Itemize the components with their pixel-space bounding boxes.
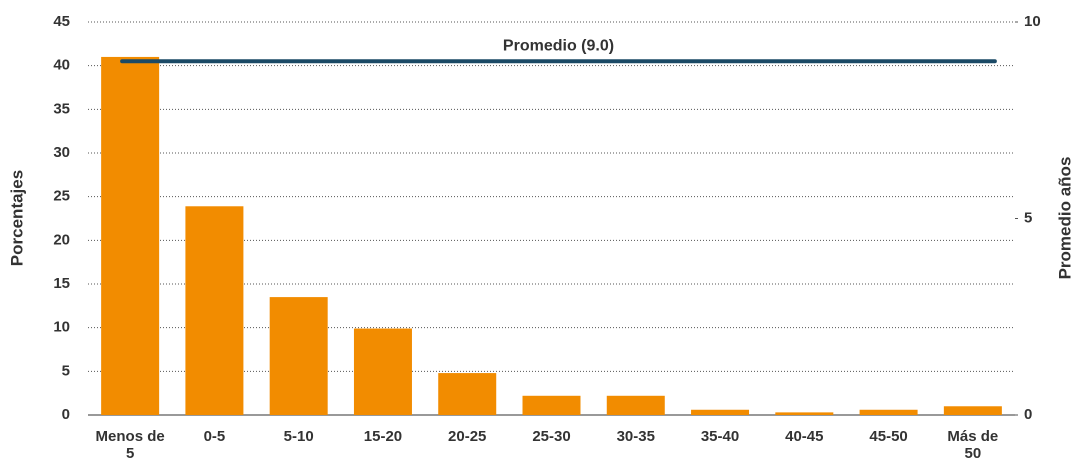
x-tick-label: Más de 50 bbox=[947, 428, 999, 462]
x-tick-label: 0-5 bbox=[203, 428, 226, 445]
bar bbox=[101, 56, 160, 415]
y-tick-label: 30 bbox=[53, 144, 70, 161]
y-tick-label: 10 bbox=[53, 319, 70, 336]
y2-tick-label: 0 bbox=[1024, 406, 1032, 423]
x-tick-label: 15-20 bbox=[363, 428, 403, 445]
bar bbox=[606, 395, 665, 415]
x-tick-label: 40-45 bbox=[785, 428, 824, 445]
bar bbox=[943, 406, 1002, 415]
bar bbox=[522, 395, 581, 415]
x-tick-label: 25-30 bbox=[532, 428, 571, 445]
y-tick-label: 40 bbox=[53, 57, 70, 74]
y-tick-label: 5 bbox=[62, 362, 70, 379]
x-tick-label: 5-10 bbox=[283, 428, 314, 445]
y-tick-label: 15 bbox=[53, 275, 70, 292]
x-tick-label: Menos de 5 bbox=[95, 428, 165, 462]
bar bbox=[691, 409, 750, 415]
x-tick-label: 45-50 bbox=[869, 428, 908, 445]
y-axis-title: Porcentajes bbox=[7, 170, 26, 266]
bar bbox=[438, 373, 497, 415]
bar bbox=[859, 409, 918, 415]
y-tick-label: 45 bbox=[53, 13, 70, 30]
bar bbox=[353, 328, 412, 415]
x-tick-label: 35-40 bbox=[700, 428, 740, 445]
y-tick-label: 25 bbox=[53, 188, 70, 205]
y2-tick-label: 10 bbox=[1024, 13, 1041, 30]
bar bbox=[775, 412, 834, 415]
x-tick-label: 30-35 bbox=[616, 428, 655, 445]
bar bbox=[185, 206, 244, 415]
y-tick-label: 35 bbox=[53, 100, 70, 117]
y2-tick-label: 5 bbox=[1024, 209, 1032, 226]
average-label: Promedio (9.0) bbox=[503, 38, 614, 55]
y-tick-label: 20 bbox=[53, 231, 70, 248]
y2-axis-title: Promedio años bbox=[1055, 157, 1074, 280]
x-tick-label: 20-25 bbox=[448, 428, 487, 445]
y-tick-label: 0 bbox=[62, 406, 70, 423]
bar bbox=[269, 297, 328, 415]
